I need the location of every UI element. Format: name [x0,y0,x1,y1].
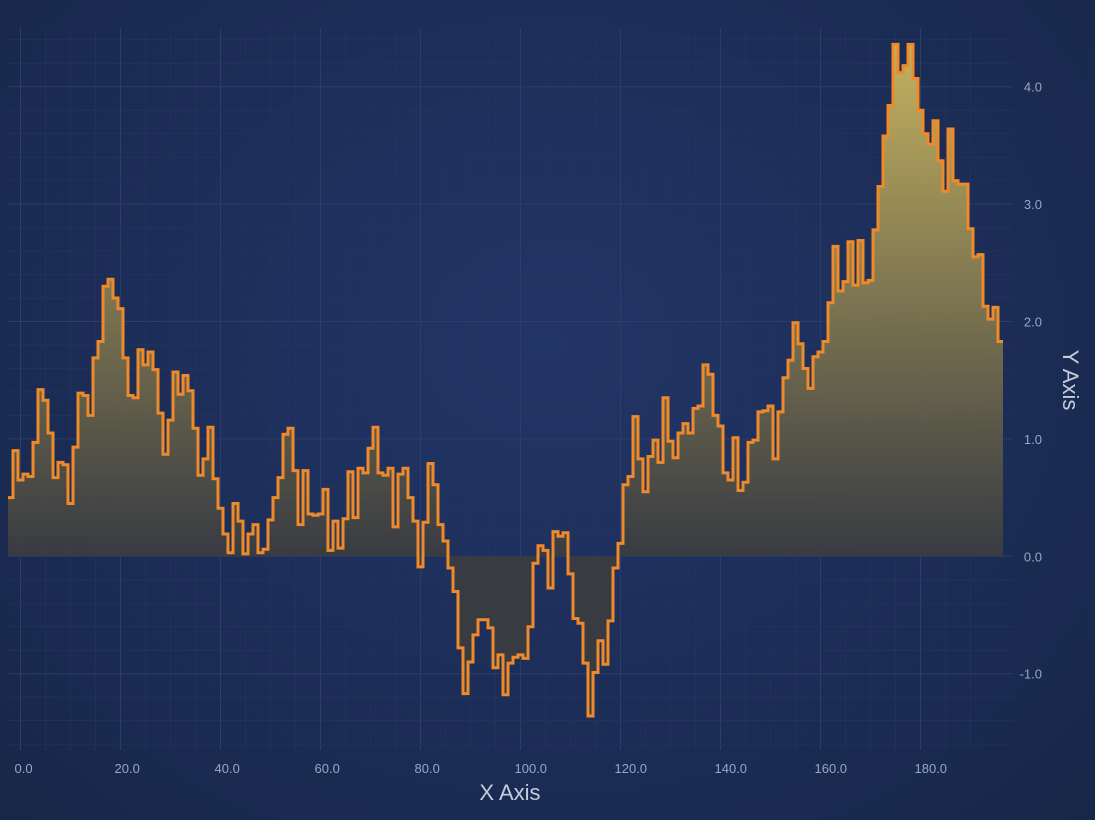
x-tick-label: 80.0 [415,761,440,776]
x-tick-label: 180.0 [915,761,948,776]
series-step-line [8,42,1003,718]
x-axis-title: X Axis [479,780,540,805]
plot-area [8,42,1003,718]
x-tick-label: 40.0 [215,761,240,776]
y-tick-label: 4.0 [1024,80,1042,95]
x-axis-tick-labels: 0.0 20.0 40.0 60.0 80.0 100.0 120.0 140.0 160.0 1… [15,761,948,776]
x-tick-label: 60.0 [315,761,340,776]
x-tick-label: 20.0 [115,761,140,776]
y-axis-title: Y Axis [1058,350,1083,411]
y-tick-label: 0.0 [1024,549,1042,564]
y-tick-label: -1.0 [1020,667,1042,682]
x-tick-label: 0.0 [15,761,33,776]
x-tick-label: 160.0 [815,761,848,776]
y-tick-label: 3.0 [1024,197,1042,212]
x-tick-label: 120.0 [615,761,648,776]
y-tick-label: 1.0 [1024,432,1042,447]
gridlines [8,28,1013,750]
y-tick-label: 2.0 [1024,314,1042,329]
x-tick-label: 100.0 [515,761,548,776]
y-axis-tick-labels: -1.0 0.0 1.0 2.0 3.0 4.0 [1020,80,1042,682]
x-tick-label: 140.0 [715,761,748,776]
